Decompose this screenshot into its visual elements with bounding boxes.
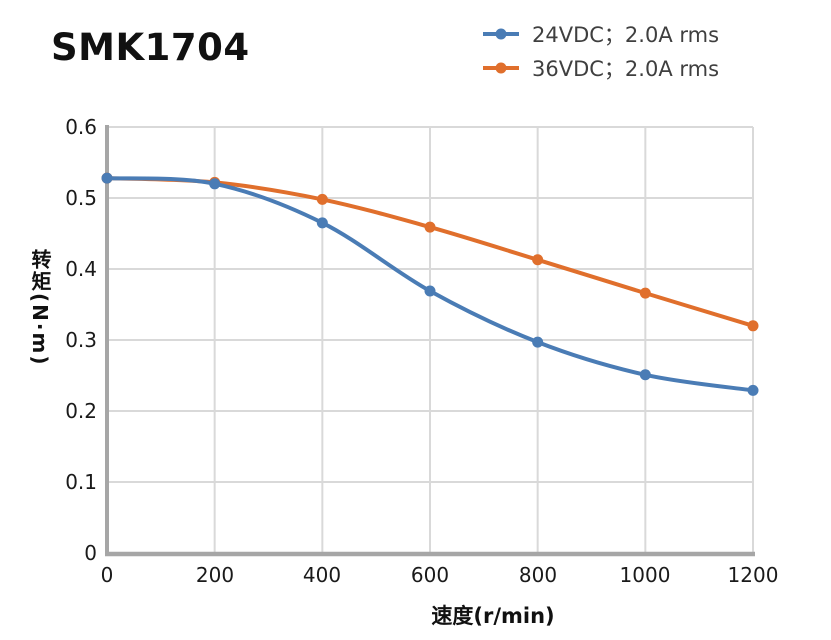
legend-label-36vdc: 36VDC；2.0A rms (532, 57, 720, 81)
y-tick-label: 0.3 (65, 328, 97, 352)
x-tick-label: 600 (410, 563, 450, 587)
x-axis-title: 速度(r/min) (431, 604, 555, 628)
chart-title: SMK1704 (51, 26, 250, 69)
y-tick-label: 0 (84, 541, 97, 565)
y-tick-label: 0.6 (65, 115, 97, 139)
legend-line-marker-icon (483, 62, 519, 74)
y-tick-label: 0.1 (65, 470, 97, 494)
x-tick-label: 800 (518, 563, 558, 587)
legend-line-marker-icon (483, 28, 519, 40)
y-tick-label: 0.4 (65, 257, 97, 281)
legend: 24VDC；2.0A rms 36VDC；2.0A rms (481, 17, 719, 85)
x-tick-label: 200 (195, 563, 235, 587)
x-tick-label: 1000 (619, 563, 671, 587)
gridlines (107, 126, 754, 553)
series-curves (101, 172, 759, 396)
y-tick-label: 0.2 (65, 399, 97, 423)
x-tick-label: 1200 (727, 563, 779, 587)
legend-item-36vdc: 36VDC；2.0A rms (481, 51, 719, 85)
legend-item-24vdc: 24VDC；2.0A rms (481, 17, 719, 51)
legend-label-24vdc: 24VDC；2.0A rms (532, 23, 720, 47)
y-axis-title: 转矩(N·m) (28, 249, 52, 367)
x-tick-label: 400 (302, 563, 342, 587)
y-tick-label: 0.5 (65, 186, 97, 210)
x-tick-label: 0 (100, 563, 114, 587)
